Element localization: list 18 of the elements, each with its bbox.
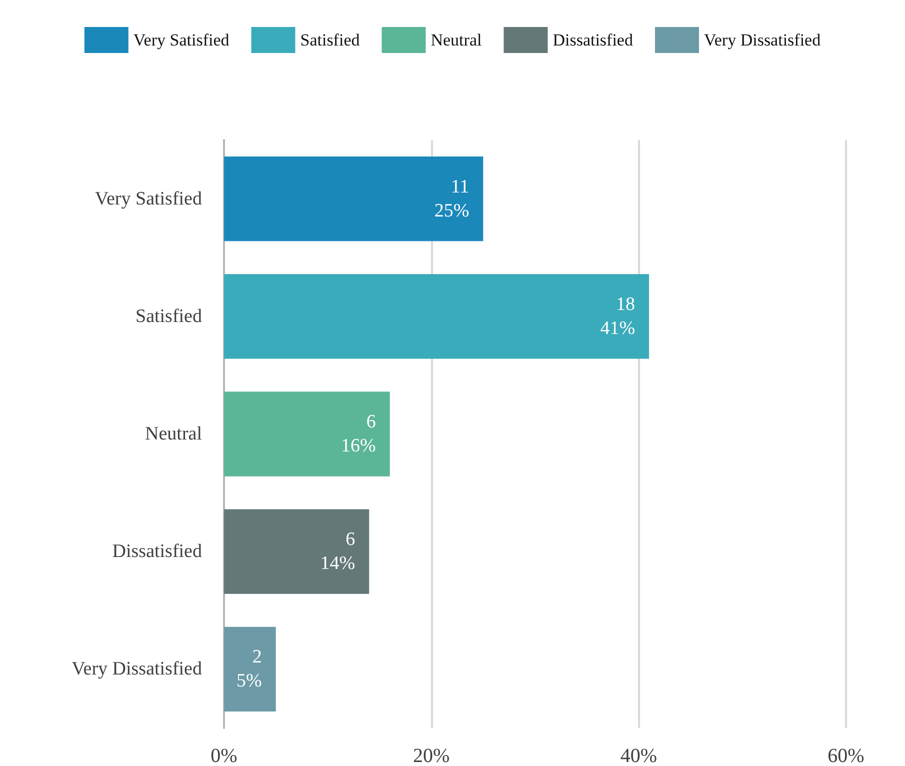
data-label: 11 25% (434, 176, 470, 222)
y-tick-label: Very Satisfied (94, 188, 202, 210)
y-tick-label: Dissatisfied (112, 541, 202, 562)
data-label: 6 14% (320, 529, 356, 574)
y-tick-label: Neutral (145, 424, 202, 444)
x-tick-label: 40% (620, 745, 658, 766)
legend-label: Satisfied (300, 30, 360, 50)
y-tick-label: Satisfied (136, 306, 202, 327)
legend-label: Neutral (430, 30, 482, 50)
x-tick-label: 20% (412, 745, 450, 766)
x-tick-label: 0% (210, 745, 238, 766)
x-tick-label: 60% (828, 745, 864, 766)
y-tick-label: Very Dissatisfied (72, 658, 202, 680)
data-label: 6 16% (341, 412, 376, 456)
legend-label: Very Dissatisfied (704, 30, 822, 50)
legend-label: Dissatisfied (552, 30, 634, 50)
data-label: 2 5% (236, 646, 262, 692)
data-label: 18 41% (600, 294, 636, 339)
